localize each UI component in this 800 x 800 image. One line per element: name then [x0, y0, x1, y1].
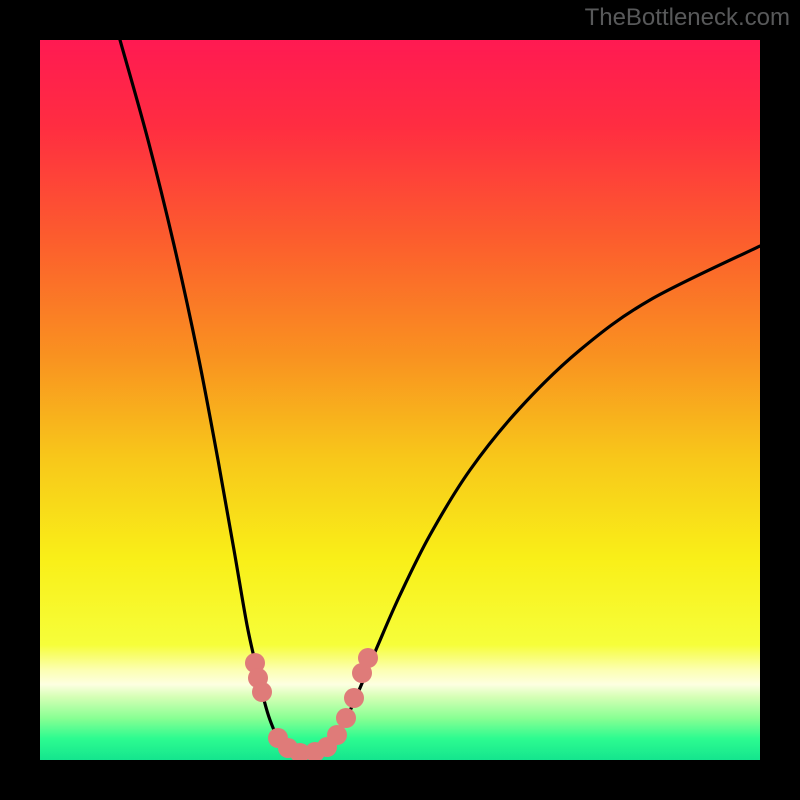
data-point [327, 725, 347, 745]
data-point [336, 708, 356, 728]
data-point [358, 648, 378, 668]
watermark-text: TheBottleneck.com [585, 4, 790, 32]
data-point [344, 688, 364, 708]
chart-outer: TheBottleneck.com [0, 0, 800, 800]
chart-svg [0, 0, 800, 800]
data-point [252, 682, 272, 702]
plot-background [40, 40, 760, 760]
